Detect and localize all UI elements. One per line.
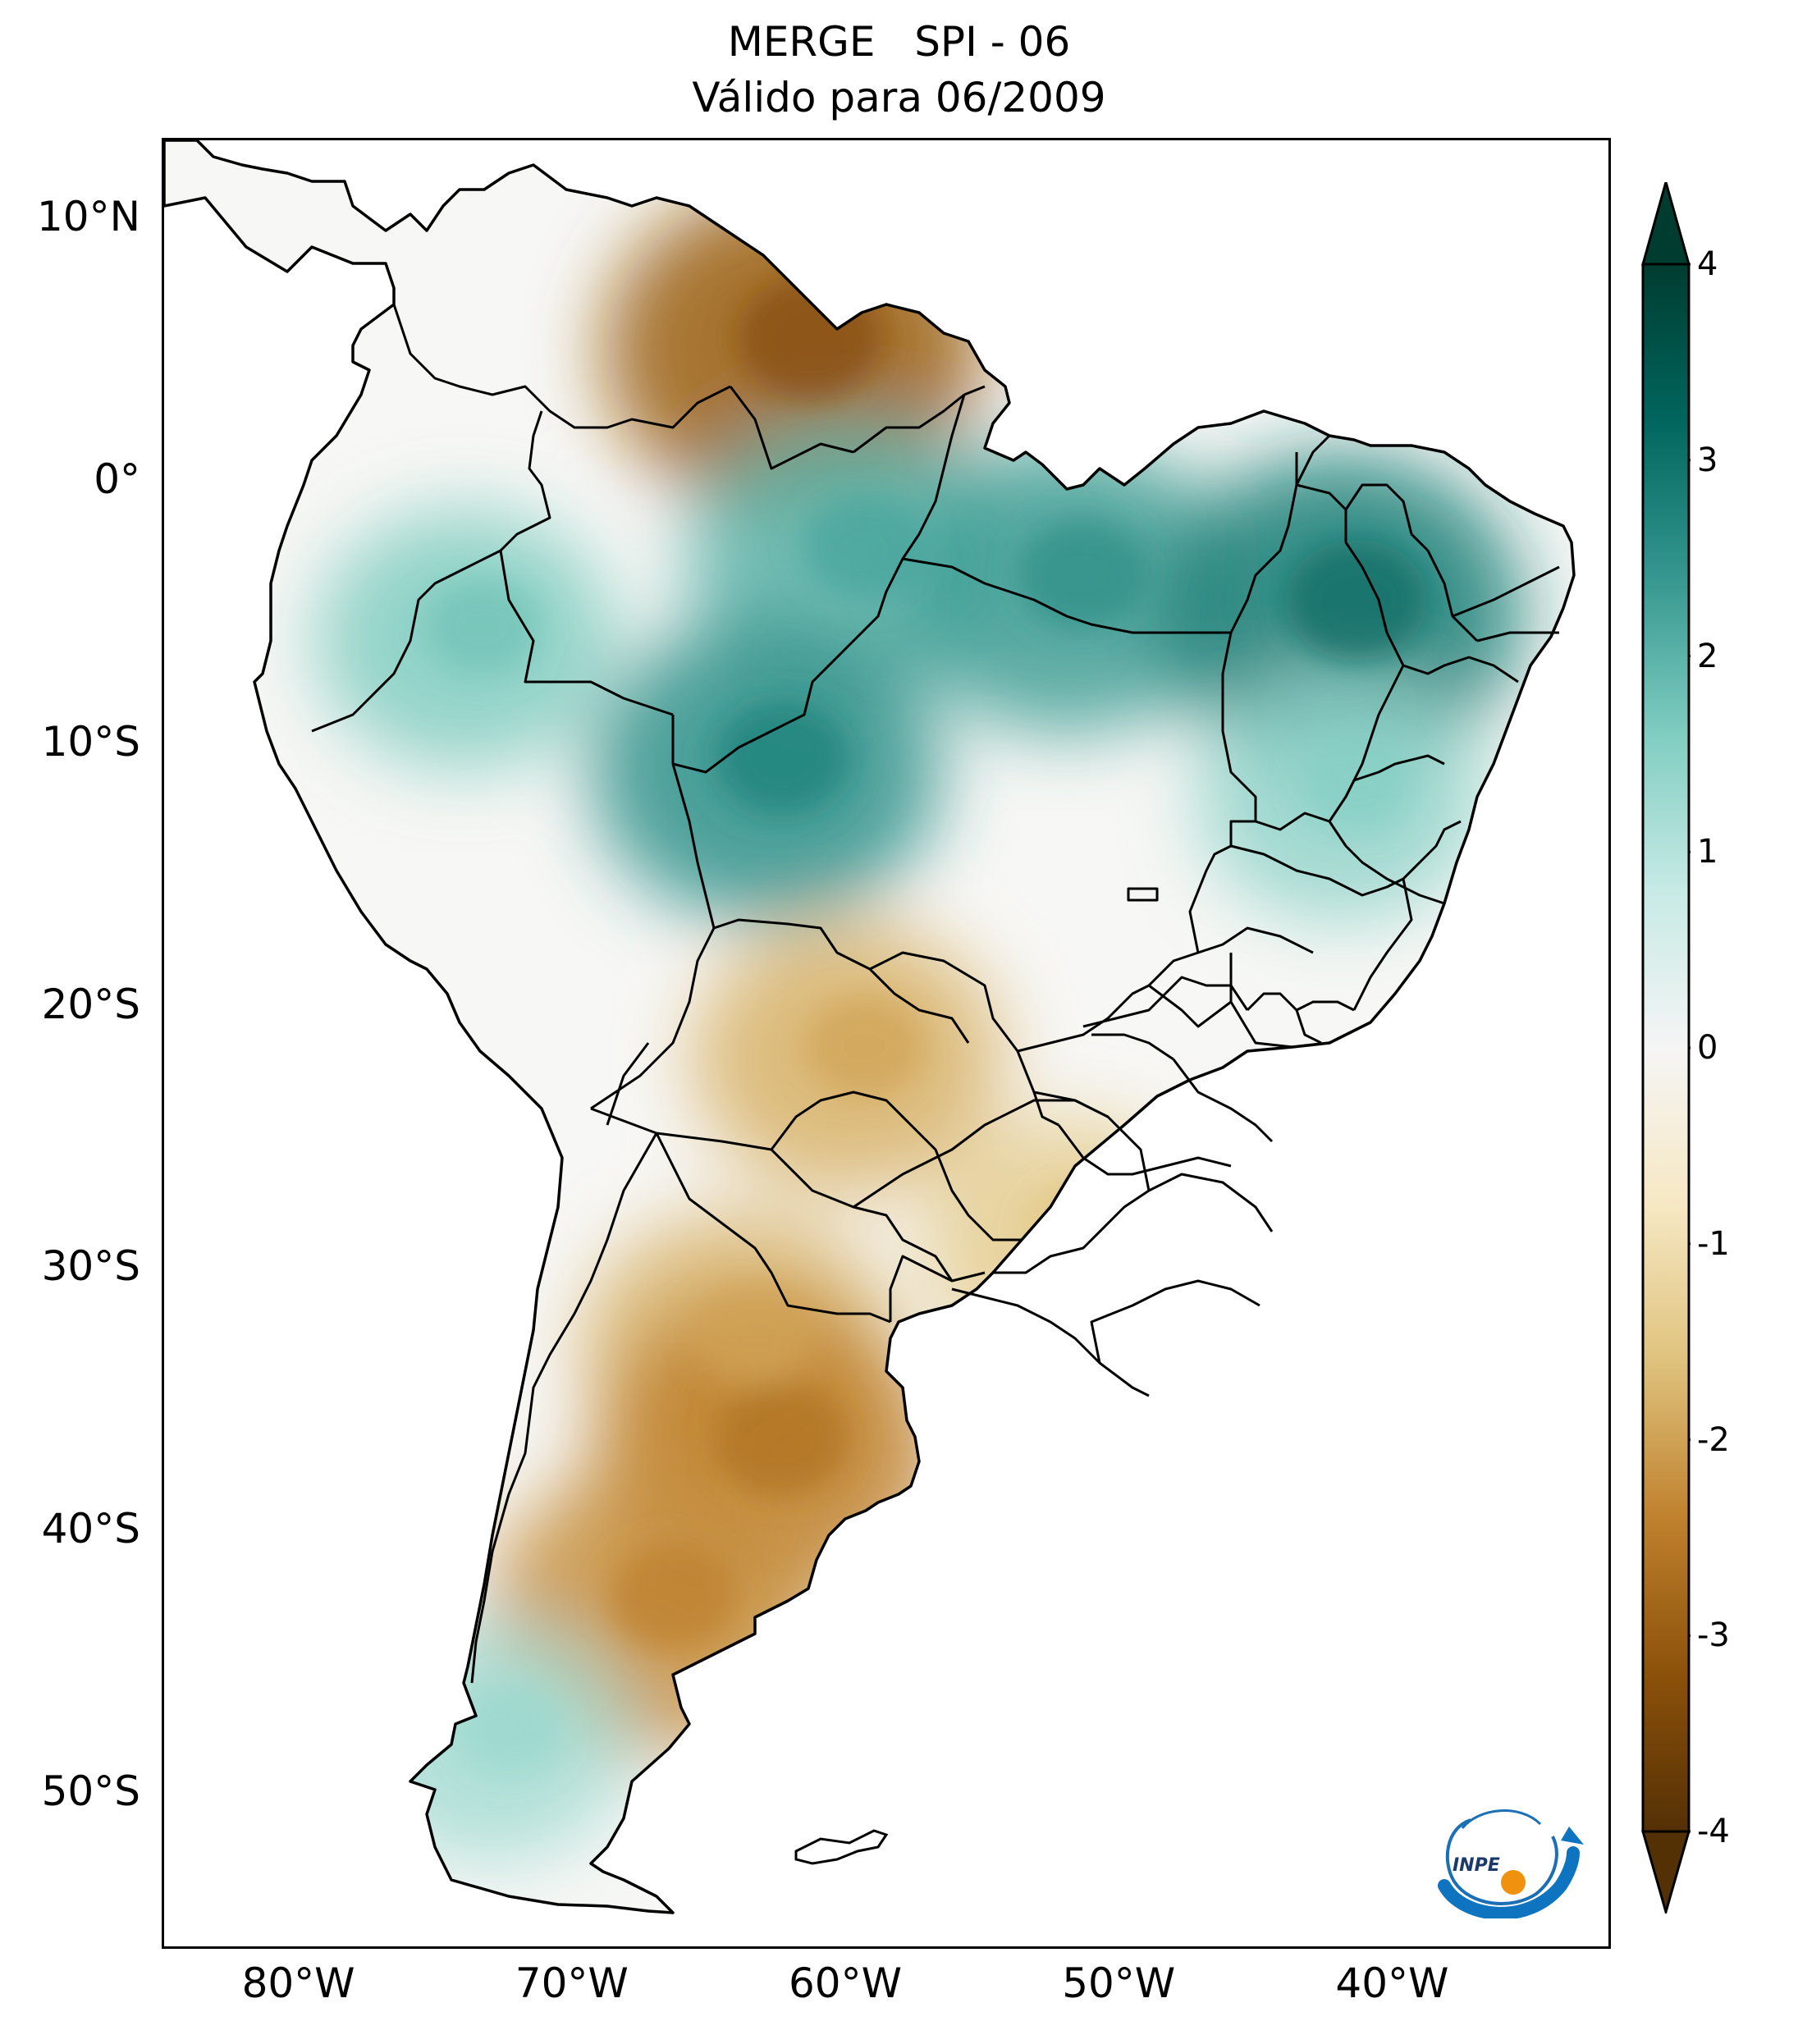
lat-tick-label: 10°N xyxy=(36,192,140,240)
map-frame xyxy=(162,138,1611,1949)
colorbar-tick-label: -4 xyxy=(1697,1813,1730,1850)
spi-anomaly-core xyxy=(801,495,927,601)
border-line xyxy=(951,1287,1150,1397)
spi-anomaly-core xyxy=(713,700,851,816)
border-line xyxy=(1452,565,1560,618)
colorbar-gradient xyxy=(1641,263,1690,1833)
border-line xyxy=(853,393,965,454)
country-borders xyxy=(311,304,1560,1684)
border-line xyxy=(1017,984,1150,1053)
colorbar-tick-label: 0 xyxy=(1697,1029,1718,1067)
border-line xyxy=(1295,434,1331,486)
spi-anomaly-core xyxy=(803,995,925,1098)
spi-anomaly-core xyxy=(715,1383,849,1498)
border-line xyxy=(1082,992,1167,1028)
border-line xyxy=(1402,656,1519,684)
border-line xyxy=(1476,631,1559,642)
border-line xyxy=(1230,844,1404,897)
colorbar-tick-label: 1 xyxy=(1697,833,1718,871)
spi-anomaly-core xyxy=(1017,518,1150,630)
map-title-line2: Válido para 06/2009 xyxy=(692,74,1106,121)
lon-tick-label: 50°W xyxy=(1062,1959,1176,2007)
border-line xyxy=(1032,1091,1059,1127)
lon-tick-label: 80°W xyxy=(241,1959,355,2007)
border-line xyxy=(1410,533,1479,642)
border-line xyxy=(499,550,674,716)
colorbar-tick-label: 2 xyxy=(1697,637,1718,675)
lon-tick-label: 40°W xyxy=(1335,1959,1449,2007)
map-canvas xyxy=(164,140,1576,1914)
map-title-line1: MERGE SPI - 06 xyxy=(727,18,1071,66)
border-line xyxy=(672,394,966,774)
lat-tick-label: 50°S xyxy=(41,1767,140,1816)
border-line xyxy=(1229,820,1256,846)
border-line xyxy=(963,385,986,396)
spi-anomaly-core xyxy=(455,1683,563,1775)
spi-anomaly-core xyxy=(1284,540,1429,661)
spi-anomaly-core xyxy=(423,577,540,676)
border-line xyxy=(729,386,854,470)
border-line xyxy=(1229,1001,1293,1049)
border-line xyxy=(713,918,970,1044)
lon-tick-label: 70°W xyxy=(515,1959,629,2007)
border-line xyxy=(1127,887,1159,902)
border-line xyxy=(1344,665,1405,798)
border-line xyxy=(1328,821,1445,905)
coastline xyxy=(164,140,1576,1914)
border-line xyxy=(1296,483,1405,666)
border-line xyxy=(392,304,731,429)
colorbar-extend-top xyxy=(1641,182,1690,266)
border-line xyxy=(470,1132,658,1684)
border-line xyxy=(1090,1279,1260,1364)
colorbar-tick-label: -3 xyxy=(1697,1616,1730,1655)
border-line xyxy=(1148,1173,1274,1232)
spi-anomaly-core xyxy=(1300,736,1413,832)
spi-anomaly-core xyxy=(693,1284,816,1387)
falkland-islands xyxy=(794,1829,889,1865)
colorbar-extend-bottom xyxy=(1641,1830,1690,1914)
border-line xyxy=(889,1255,953,1322)
border-line xyxy=(1147,926,1314,987)
spi-anomaly-core xyxy=(607,1543,738,1653)
colorbar-tick-label: 3 xyxy=(1697,441,1718,479)
spi-anomaly-core xyxy=(1027,1182,1139,1278)
border-line xyxy=(655,1132,891,1324)
lat-tick-label: 30°S xyxy=(41,1242,140,1291)
border-line xyxy=(902,557,1231,634)
spi-anomaly-blob xyxy=(922,1118,1210,1368)
spi-field xyxy=(164,140,1574,1913)
border-line xyxy=(1344,483,1413,535)
border-line xyxy=(770,1091,1022,1241)
colorbar-tick-label: 4 xyxy=(1697,245,1718,283)
lon-tick-label: 60°W xyxy=(788,1959,903,2007)
border-line xyxy=(1221,632,1445,831)
spi-colorbar xyxy=(1641,182,1690,1914)
border-line xyxy=(311,410,551,733)
border-line xyxy=(1295,1009,1322,1045)
spi-anomaly-core xyxy=(735,275,884,400)
border-line xyxy=(1091,1033,1174,1061)
inpe-logo-icon: INPE xyxy=(1438,1809,1584,1918)
logo-text: INPE xyxy=(1453,1855,1500,1876)
border-line xyxy=(1188,844,1232,953)
border-line xyxy=(1402,820,1462,880)
border-line xyxy=(1164,976,1249,1011)
colorbar-tick-label: -2 xyxy=(1697,1420,1730,1459)
lat-tick-label: 10°S xyxy=(41,717,140,766)
border-line xyxy=(606,1042,650,1126)
lat-tick-label: 0° xyxy=(94,455,140,503)
lat-tick-label: 20°S xyxy=(41,980,140,1028)
colorbar-tick-label: -1 xyxy=(1697,1224,1730,1263)
lat-tick-label: 40°S xyxy=(41,1505,140,1553)
border-line xyxy=(993,1189,1150,1274)
border-line xyxy=(1352,878,1413,1011)
border-line xyxy=(869,951,1076,1102)
